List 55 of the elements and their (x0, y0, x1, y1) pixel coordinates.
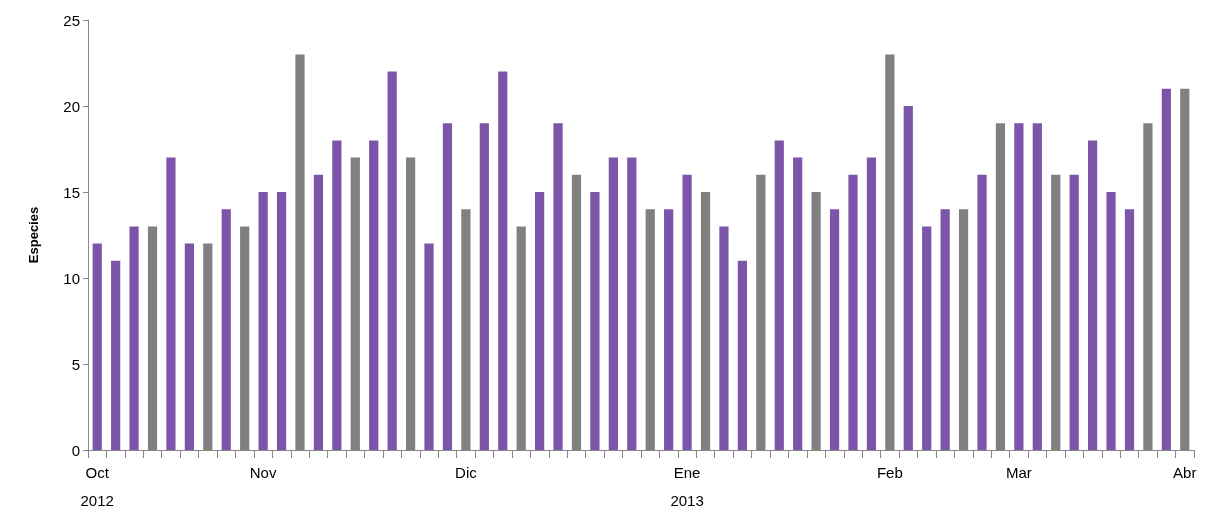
bar (1014, 123, 1024, 450)
x-tick-label: Dic (455, 463, 478, 481)
x-tick-label: Mar (1005, 463, 1032, 481)
bar (866, 157, 877, 450)
bar (737, 260, 747, 450)
bar (498, 71, 508, 450)
bar (332, 140, 342, 450)
y-tick-label: 0 (71, 441, 80, 459)
bar (129, 226, 139, 450)
bar (479, 123, 489, 450)
x-tick-label: Oct 2012 (80, 463, 114, 509)
bar (535, 192, 545, 450)
bar (608, 157, 618, 450)
bar (829, 209, 840, 450)
bar (682, 174, 692, 450)
bar (664, 209, 674, 450)
bar (387, 71, 397, 450)
bar (774, 140, 784, 450)
bar (221, 209, 231, 450)
bar (369, 140, 379, 450)
y-tick-label: 20 (63, 97, 80, 115)
bar (1124, 209, 1135, 450)
bar (1161, 88, 1171, 450)
x-tick-label: Nov (249, 463, 277, 481)
x-tick-label: Feb (876, 463, 903, 481)
bar (258, 192, 268, 450)
bar (719, 226, 729, 450)
y-axis-title: Especies (26, 206, 41, 264)
y-tick-label: 5 (71, 355, 80, 373)
bar (848, 174, 858, 450)
bar (793, 157, 803, 450)
bar (184, 243, 194, 450)
bar (590, 192, 600, 450)
bar (553, 123, 563, 450)
bar (903, 106, 913, 450)
bar (1088, 140, 1098, 450)
x-tick-label: Ene 2013 (670, 463, 704, 509)
bar (627, 157, 637, 450)
bar (111, 260, 121, 450)
x-tick-label: Abr (1173, 463, 1197, 481)
bar (1069, 174, 1079, 450)
bar (940, 209, 950, 450)
bar (92, 243, 102, 450)
bar (1106, 192, 1116, 450)
y-tick-label: 15 (63, 183, 80, 201)
bar (442, 123, 453, 450)
bar (313, 174, 324, 450)
y-tick-label: 10 (63, 269, 80, 287)
bar (922, 226, 932, 450)
bar (977, 174, 987, 450)
bar (166, 157, 176, 450)
bar (424, 243, 434, 450)
bar (276, 192, 287, 450)
bar (1032, 123, 1042, 450)
y-tick-label: 25 (63, 11, 80, 29)
